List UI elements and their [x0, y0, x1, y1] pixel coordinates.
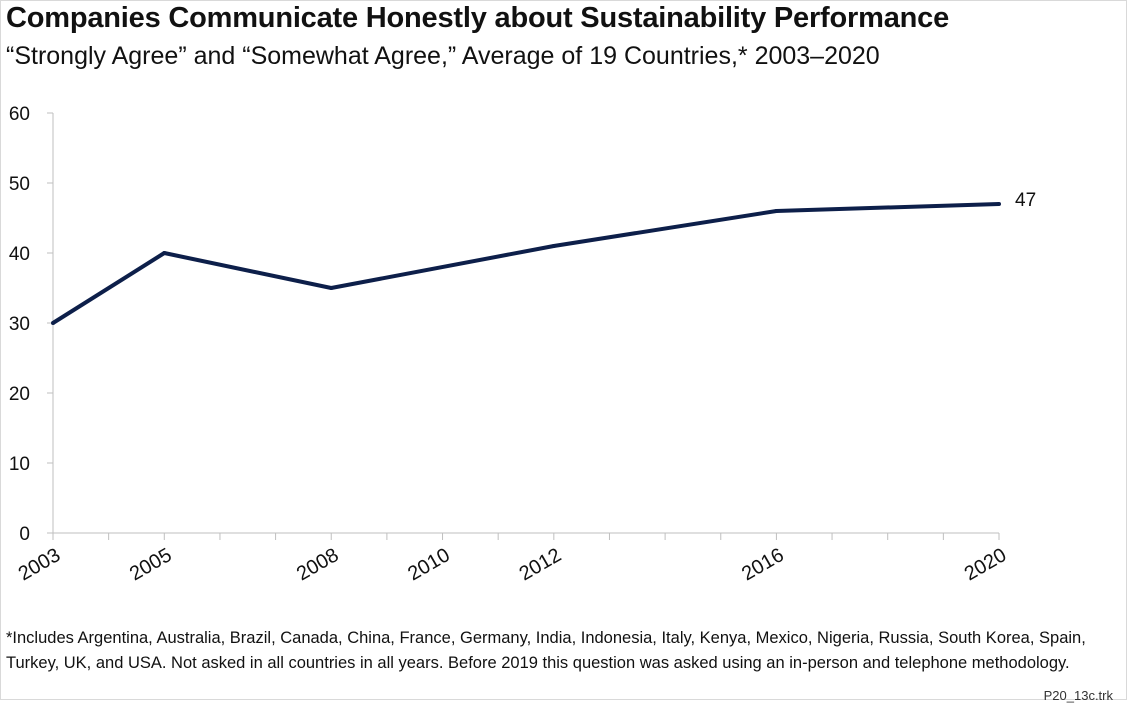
x-tick-label: 2003	[15, 544, 65, 585]
data-point	[329, 286, 334, 290]
x-tick-label: 2012	[516, 544, 566, 585]
series-end-label: 47	[1015, 190, 1036, 211]
y-tick-label: 30	[9, 314, 30, 335]
chart-title: Companies Communicate Honestly about Sus…	[6, 2, 949, 34]
x-tick-label: 2010	[404, 544, 454, 585]
y-tick-label: 0	[19, 524, 30, 545]
data-point	[51, 321, 55, 325]
x-tick-label: 2016	[738, 544, 788, 585]
y-tick-label: 60	[9, 104, 30, 125]
chart-subtitle: “Strongly Agree” and “Somewhat Agree,” A…	[6, 42, 880, 70]
x-tick-label: 2020	[961, 544, 1011, 585]
y-tick-label: 50	[9, 174, 30, 195]
y-tick-label: 40	[9, 244, 30, 265]
data-point	[997, 202, 1001, 206]
y-tick-label: 20	[9, 384, 30, 405]
data-point	[551, 244, 556, 248]
x-tick-label: 2008	[293, 544, 343, 585]
y-tick-label: 10	[9, 454, 30, 475]
series-line	[51, 202, 1000, 325]
source-code: P20_13c.trk	[1043, 688, 1113, 703]
data-point	[774, 209, 779, 213]
y-axis: 0 10 20 30 40 50 60	[9, 104, 54, 545]
x-axis: 2003 2005 2008 2010 2012 2016 2020	[15, 532, 1011, 585]
series-group: 47	[51, 190, 1036, 325]
data-point	[162, 251, 167, 255]
footnote: *Includes Argentina, Australia, Brazil, …	[6, 629, 1086, 672]
x-tick-label: 2005	[126, 544, 176, 585]
